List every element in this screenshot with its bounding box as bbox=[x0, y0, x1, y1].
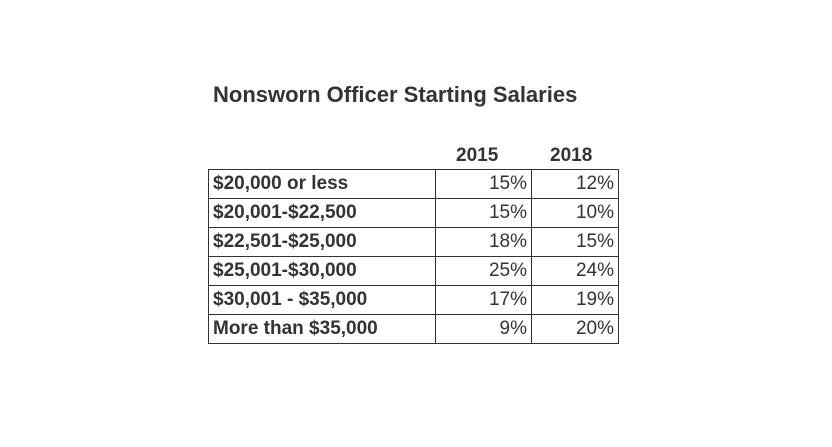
row-label: $20,001-$22,500 bbox=[208, 198, 436, 228]
row-label: $25,001-$30,000 bbox=[208, 256, 436, 286]
table-row: More than $35,000 9% 20% bbox=[208, 314, 619, 344]
cell-value-2015: 17% bbox=[435, 285, 532, 315]
table-row: $25,001-$30,000 25% 24% bbox=[208, 256, 619, 286]
row-label: More than $35,000 bbox=[208, 314, 436, 344]
cell-value-2018: 12% bbox=[531, 169, 619, 199]
chart-title: Nonsworn Officer Starting Salaries bbox=[213, 82, 578, 107]
column-header-2018: 2018 bbox=[550, 145, 593, 166]
cell-value-2015: 15% bbox=[435, 169, 532, 199]
column-header-2015: 2015 bbox=[456, 145, 499, 166]
cell-value-2015: 25% bbox=[435, 256, 532, 286]
row-label: $20,000 or less bbox=[208, 169, 436, 199]
cell-value-2018: 20% bbox=[531, 314, 619, 344]
row-label: $30,001 - $35,000 bbox=[208, 285, 436, 315]
cell-value-2018: 24% bbox=[531, 256, 619, 286]
cell-value-2018: 15% bbox=[531, 227, 619, 257]
table-row: $22,501-$25,000 18% 15% bbox=[208, 227, 619, 257]
salary-table: $20,000 or less 15% 12% $20,001-$22,500 15% 1… bbox=[208, 169, 619, 344]
table-row: $30,001 - $35,000 17% 19% bbox=[208, 285, 619, 315]
cell-value-2015: 9% bbox=[435, 314, 532, 344]
table-row: $20,000 or less 15% 12% bbox=[208, 169, 619, 199]
salary-table-body: $20,000 or less 15% 12% $20,001-$22,500 15% 1… bbox=[208, 169, 619, 344]
cell-value-2015: 18% bbox=[435, 227, 532, 257]
cell-value-2018: 19% bbox=[531, 285, 619, 315]
cell-value-2018: 10% bbox=[531, 198, 619, 228]
table-row: $20,001-$22,500 15% 10% bbox=[208, 198, 619, 228]
row-label: $22,501-$25,000 bbox=[208, 227, 436, 257]
cell-value-2015: 15% bbox=[435, 198, 532, 228]
